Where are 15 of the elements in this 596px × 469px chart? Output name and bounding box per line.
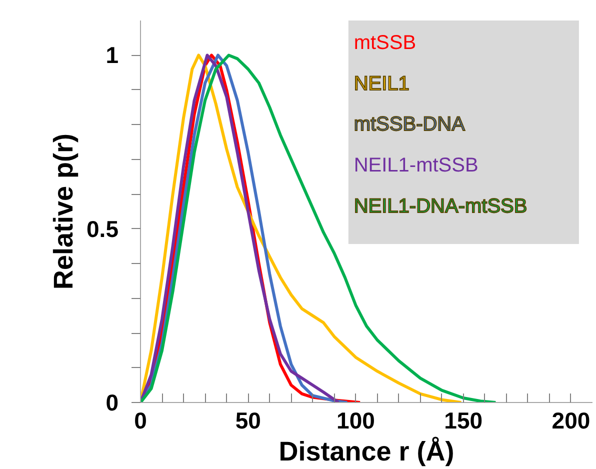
x-tick-label: 150 — [444, 408, 483, 434]
x-tick-label: 0 — [134, 408, 147, 434]
series-label: NEIL1-DNA-mtSSB — [354, 195, 528, 218]
y-tick-label: 1 — [106, 42, 119, 68]
text: NEIL1 — [354, 72, 410, 95]
x-tick-label: 200 — [552, 408, 590, 434]
x-axis-title: Distance r (Å) — [278, 436, 454, 466]
y-tick-label: 0 — [106, 390, 119, 416]
x-tick-label: 100 — [336, 408, 375, 434]
text: mtSSB-DNA — [354, 114, 466, 136]
x-tick-label: 50 — [235, 408, 261, 434]
text: NEIL1-mtSSB — [354, 154, 478, 177]
text: mtSSB — [354, 32, 416, 54]
y-axis-title: Relative p(r) — [48, 133, 79, 290]
y-tick-label: 0.5 — [86, 216, 119, 242]
